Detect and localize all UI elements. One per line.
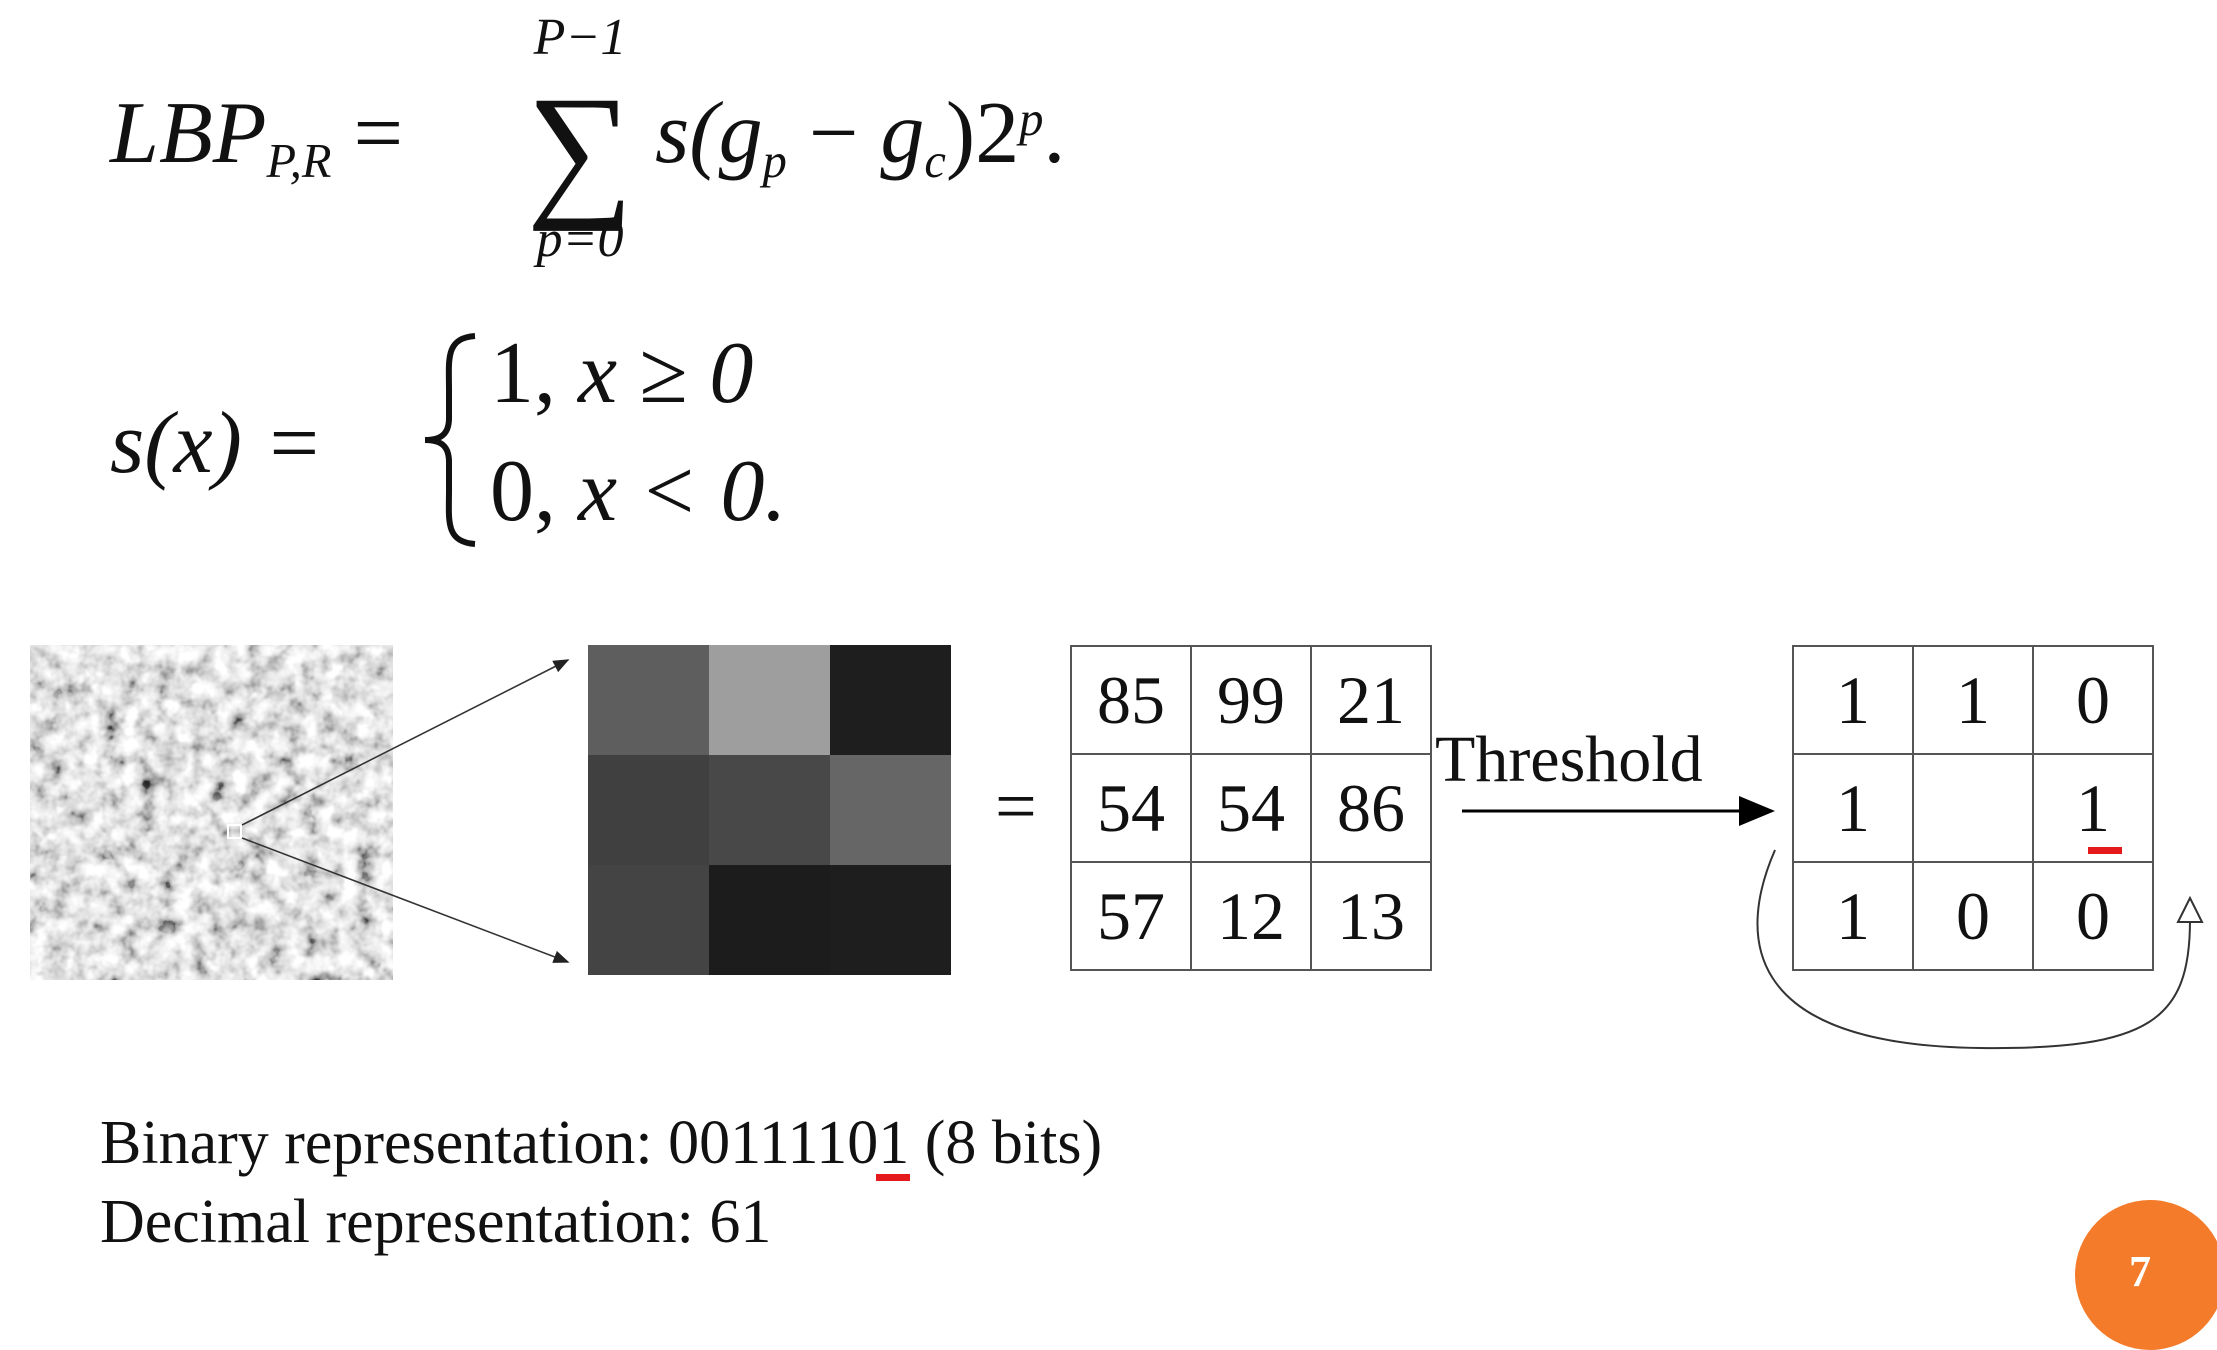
- gray-patch-grid: [588, 645, 951, 975]
- lbp-rhs: s(gp − gc)2p.: [655, 90, 1065, 187]
- rhs-gc: g: [880, 85, 925, 182]
- table-row: 85 99 21: [1070, 645, 1432, 755]
- zoom-line-bottom: [241, 837, 570, 963]
- page-number: 7: [2129, 1247, 2151, 1296]
- table-cell: 1: [2032, 753, 2154, 863]
- rhs-minus: −: [786, 85, 881, 182]
- binary-text-after: (8 bits): [909, 1109, 1103, 1177]
- decimal-representation: Decimal representation: 61: [100, 1188, 772, 1256]
- patch-cell: [709, 645, 830, 755]
- case-one-value: 1,: [490, 325, 578, 422]
- patch-cell: [830, 755, 951, 865]
- table-cell: 86: [1310, 753, 1432, 863]
- rhs-close-two: )2: [945, 85, 1020, 182]
- case-two: 0, x < 0.: [490, 448, 786, 536]
- patch-cell: [709, 865, 830, 975]
- patch-cell: [588, 865, 709, 975]
- patch-cell: [588, 645, 709, 755]
- texture-image: [30, 645, 393, 980]
- table-cell: 12: [1190, 861, 1312, 971]
- table-cell: 1: [1912, 645, 2034, 755]
- equals-sign: =: [995, 766, 1037, 848]
- table-cell: 57: [1070, 861, 1192, 971]
- rhs-period: .: [1043, 85, 1066, 182]
- sample-patch-marker: [227, 824, 242, 839]
- sum-upper-limit: P−1: [533, 9, 627, 66]
- rhs-gp: g: [718, 85, 763, 182]
- lbp-lhs: LBPP,R =: [110, 90, 403, 187]
- table-bit-underline: [2088, 847, 2122, 854]
- table-cell: 54: [1070, 753, 1192, 863]
- patch-cell: [588, 755, 709, 865]
- rhs-exponent: p: [1019, 93, 1044, 147]
- table-cell: 99: [1190, 645, 1312, 755]
- rhs-gc-sub: c: [924, 135, 946, 189]
- pixel-value-table: 85 99 21 54 54 86 57 12 13: [1070, 645, 1432, 971]
- table-cell: 21: [1310, 645, 1432, 755]
- case-two-value: 0,: [490, 443, 578, 540]
- sigma-symbol: ∑: [526, 66, 634, 232]
- rhs-gp-sub: p: [762, 135, 787, 189]
- sum-lower-limit: p=0: [536, 211, 624, 268]
- summation: P−1 ∑ p=0: [515, 12, 645, 266]
- binary-bit-underline: [876, 1174, 911, 1181]
- table-cell: 85: [1070, 645, 1192, 755]
- threshold-label: Threshold: [1435, 723, 1703, 796]
- circular-arrow-head-icon: [2176, 895, 2204, 923]
- table-cell: [1912, 753, 2034, 863]
- binary-marked-digit: 1: [878, 1109, 910, 1177]
- table-cell: 13: [1310, 861, 1432, 971]
- binary-text-before: Binary representation: 0011110: [100, 1109, 879, 1177]
- patch-cell: [830, 865, 951, 975]
- table-row: 54 54 86: [1070, 753, 1432, 863]
- sign-function-lhs: s(x) =: [110, 395, 324, 492]
- table-cell: 1: [1792, 645, 1914, 755]
- case-one-condition: x ≥ 0: [578, 325, 754, 422]
- zoom-line-top: [241, 659, 570, 826]
- table-cell: 0: [2032, 861, 2154, 971]
- case-one: 1, x ≥ 0: [490, 330, 753, 418]
- patch-cell: [709, 755, 830, 865]
- lbp-symbol: LBP: [110, 85, 267, 182]
- patch-cell: [830, 645, 951, 755]
- table-cell: 54: [1190, 753, 1312, 863]
- lbp-subscript: P,R: [266, 135, 332, 189]
- table-cell: 0: [2032, 645, 2154, 755]
- table-cell: 1: [1792, 861, 1914, 971]
- rhs-s-open: s(: [655, 85, 719, 182]
- table-row: 57 12 13: [1070, 861, 1432, 971]
- curly-brace-icon: [424, 333, 476, 547]
- circular-read-arrow: [1756, 849, 2191, 1050]
- table-cell: 1: [1792, 753, 1914, 863]
- lbp-equals: =: [353, 85, 404, 182]
- binary-marked-bit: 1: [876, 1108, 911, 1181]
- binary-representation: Binary representation: 00111101 (8 bits): [100, 1108, 1103, 1181]
- page-number-badge: 7: [2075, 1200, 2217, 1350]
- case-two-condition: x < 0.: [578, 443, 787, 540]
- table-cell: 0: [1912, 861, 2034, 971]
